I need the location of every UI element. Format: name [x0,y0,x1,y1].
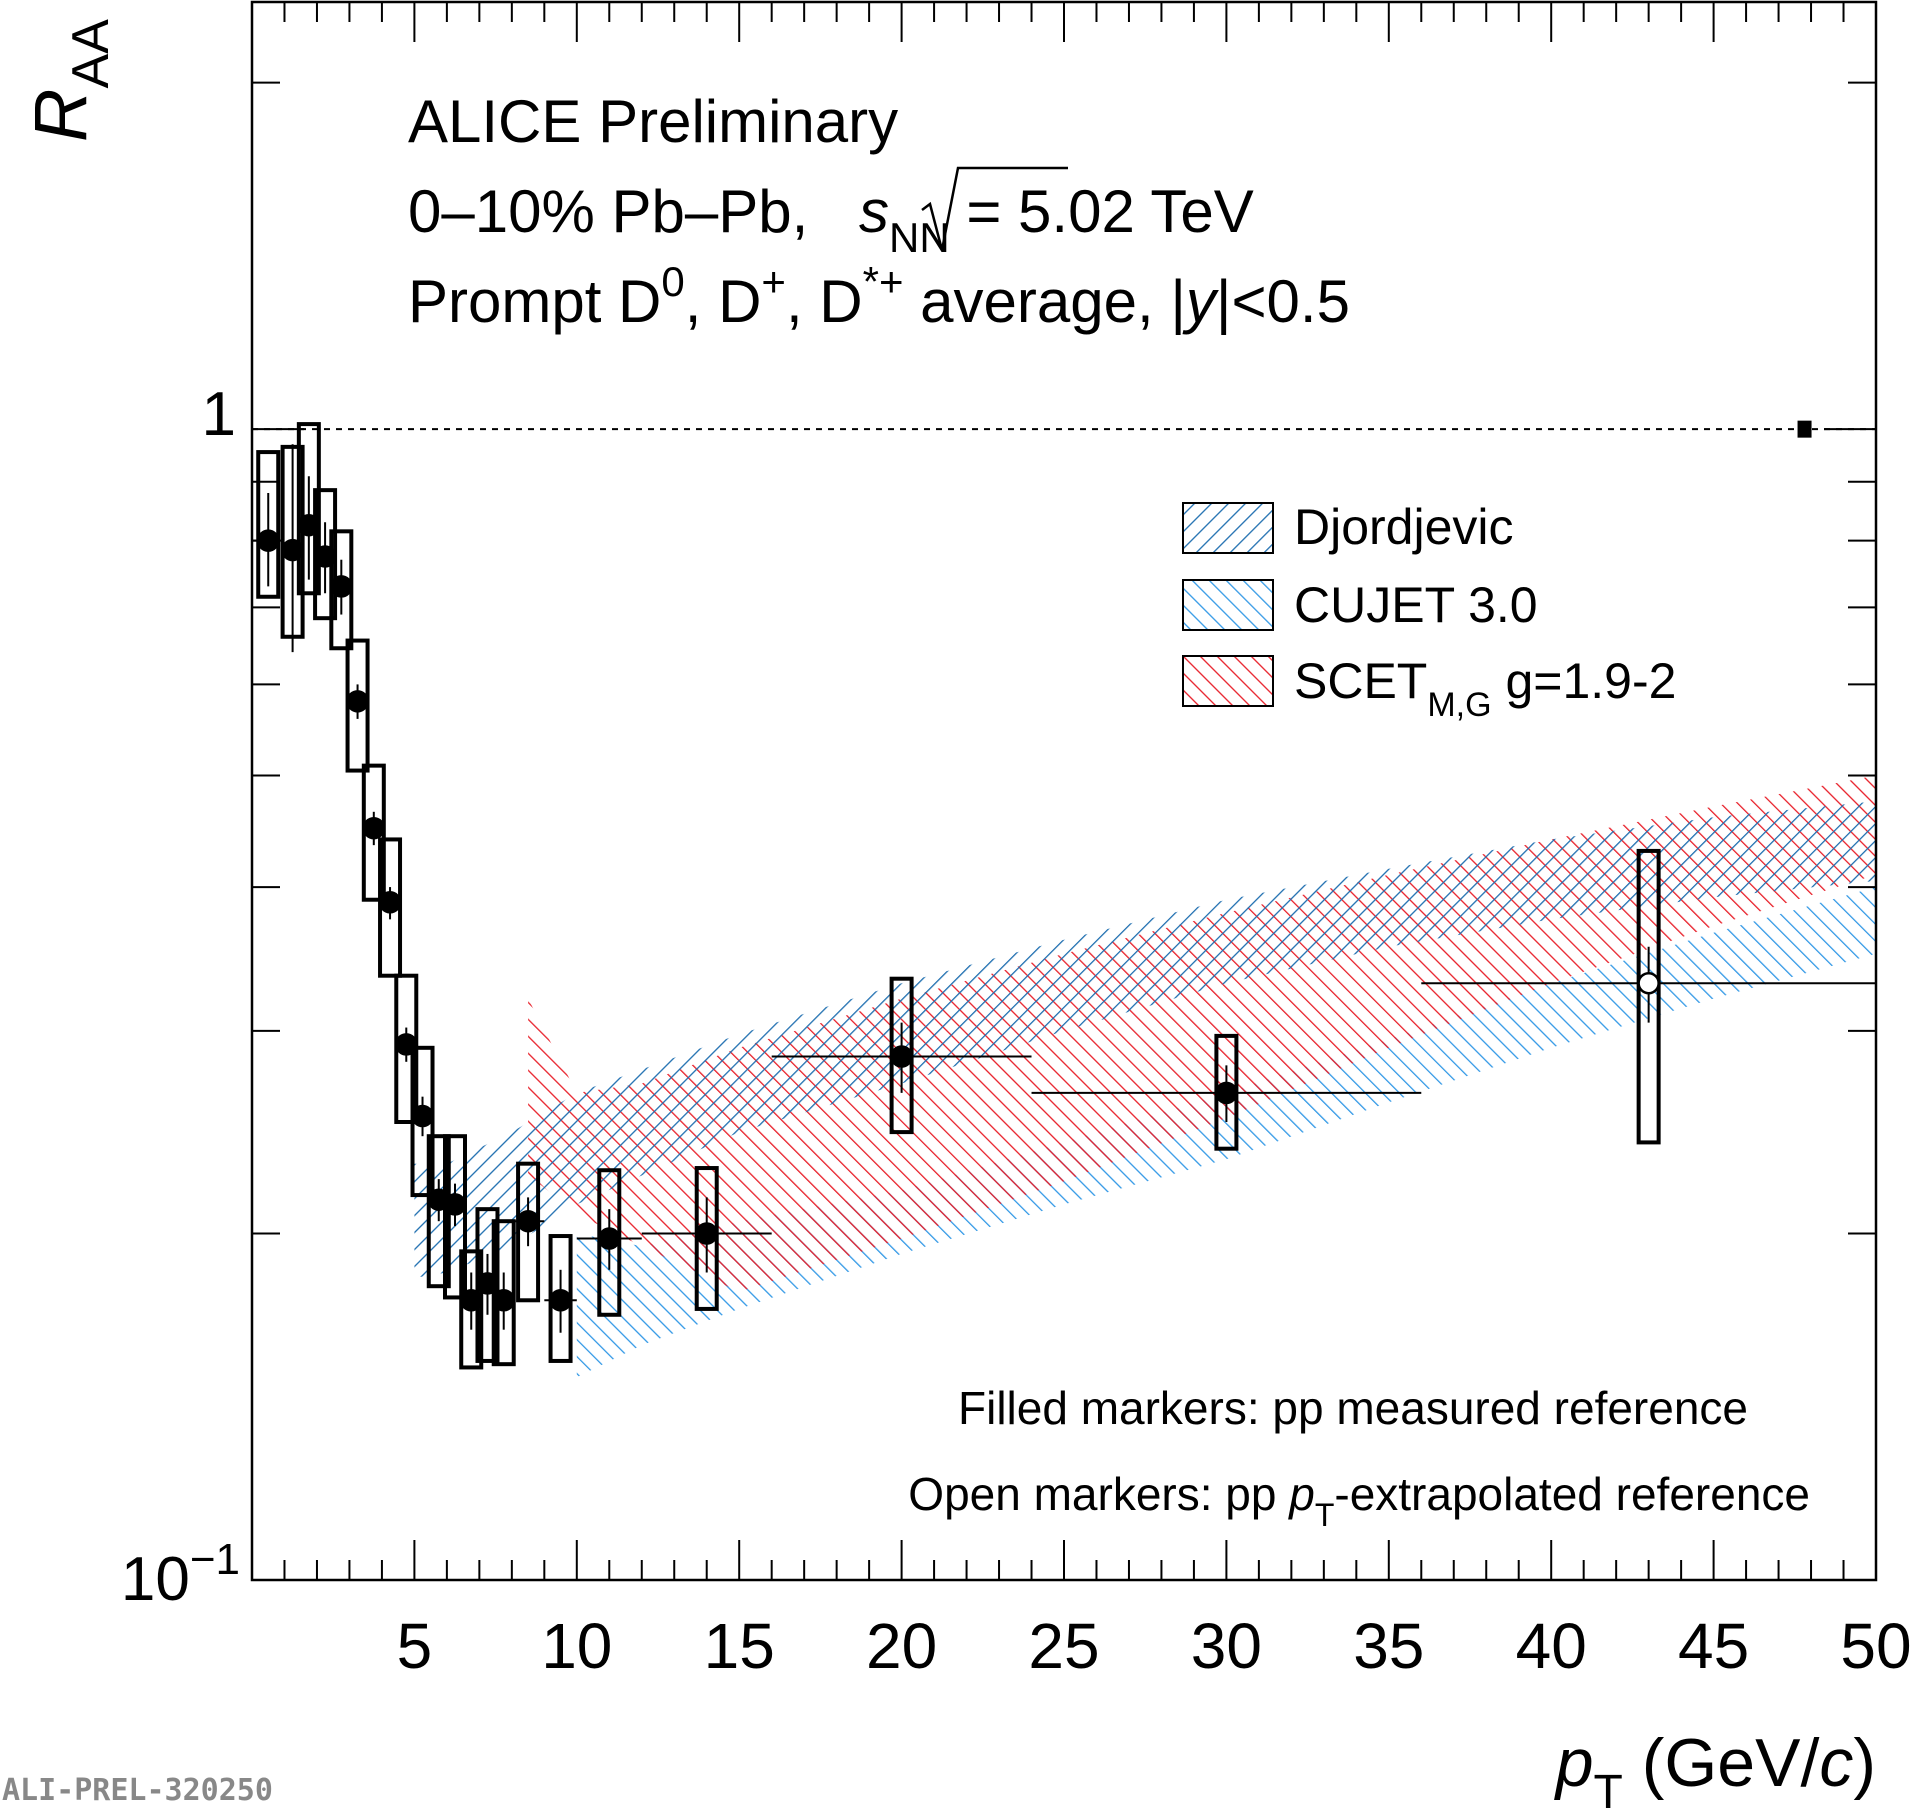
model-bands [414,775,1876,1378]
data-point-0 [252,450,285,599]
x-tick-label-50: 50 [1840,1610,1911,1682]
data-point-6 [361,763,386,902]
data-point-16 [544,1234,577,1363]
svg-text:CUJET 3.0: CUJET 3.0 [1294,577,1538,633]
filled-marker [378,891,402,914]
legend-entry-scet: SCETM,G g=1.9-2 [1182,653,1676,724]
x-axis-title: pT (GeV/c) [1554,1725,1876,1812]
x-tick-label-30: 30 [1191,1610,1262,1682]
data-point-13 [475,1207,500,1363]
syst-box [410,1045,435,1198]
legend-swatch-cujet [1182,579,1274,631]
x-tick-label-45: 45 [1678,1610,1749,1682]
legend-entry-cujet: CUJET 3.0 [1182,577,1538,633]
x-tick-labels: 5 10 15 20 25 30 35 40 45 50 [397,1610,1912,1682]
svg-text:0–10% Pb–Pb, sNN = 5.02 TeV: 0–10% Pb–Pb, sNN = 5.02 TeV [408,178,1254,261]
data-point-4 [329,529,354,651]
syst-box [1636,848,1661,1145]
data-point-9 [410,1045,435,1198]
open-marker [1637,971,1660,995]
filled-marker [1215,1081,1238,1105]
filled-marker [411,1104,434,1128]
filled-marker [443,1193,467,1216]
filled-marker [890,1045,913,1068]
svg-text:SCETM,G g=1.9-2: SCETM,G g=1.9-2 [1294,653,1676,724]
filled-marker [598,1227,621,1250]
title-line-3: Prompt D0, D+, D*+ average, |y|<0.5 [408,258,1350,335]
filled-marker [516,1209,540,1233]
title-line-2: 0–10% Pb–Pb, sNN = 5.02 TeV [408,166,1254,261]
data-point-19 [771,976,1032,1135]
title-line-1: ALICE Preliminary [408,88,898,155]
data-point-17 [576,1168,642,1317]
djordjevic-band [414,801,1876,1278]
x-tick-label-35: 35 [1353,1610,1424,1682]
watermark-id: ALI-PREL-320250 [2,1773,273,1808]
x-tick-label-25: 25 [1028,1610,1099,1682]
svg-text:Djordjevic: Djordjevic [1294,499,1514,555]
data-point-7 [378,837,403,978]
syst-box [459,1249,484,1370]
axis-ticks [252,2,1877,1580]
syst-box [443,1134,467,1300]
syst-box [378,837,403,978]
y-tick-label-0.1: 10−1 [121,1535,240,1614]
x-tick-label-15: 15 [704,1610,775,1682]
x-tick-label-20: 20 [866,1610,937,1682]
filled-marker [346,690,369,713]
legend: Djordjevic CUJET 3.0 SCETM,G g=1.9-2 [1182,499,1676,724]
data-point-14 [491,1219,516,1367]
y-axis-title: RAA [19,19,120,142]
filled-marker [330,575,353,598]
normalization-uncertainty-box [1797,420,1812,438]
syst-box [516,1161,541,1303]
x-tick-label-10: 10 [541,1610,612,1682]
data-point-20 [1031,1033,1422,1151]
note-open-markers: Open markers: pp pT-extrapolated referen… [908,1468,1810,1533]
cujet-band [576,887,1876,1378]
legend-entry-djordjevic: Djordjevic [1182,499,1514,555]
filled-marker [549,1289,572,1312]
data-point-21 [1421,848,1876,1145]
note-filled-markers: Filled markers: pp measured reference [958,1382,1748,1434]
legend-swatch-scet [1182,655,1274,707]
x-tick-label-40: 40 [1516,1610,1587,1682]
syst-box [256,450,281,599]
y-tick-label-1: 1 [202,380,236,449]
sqrt-sign-icon [921,166,1068,251]
legend-swatch-djordjevic [1182,502,1274,554]
data-point-18 [641,1166,772,1311]
data-point-11 [443,1134,467,1300]
data-points [252,422,1876,1370]
data-point-15 [511,1161,545,1303]
syst-box [491,1219,516,1367]
data-point-5 [345,638,370,773]
filled-marker [362,816,386,840]
x-tick-label-5: 5 [397,1610,433,1682]
filled-marker [695,1222,718,1245]
syst-box [296,422,321,596]
filled-marker [492,1289,515,1312]
